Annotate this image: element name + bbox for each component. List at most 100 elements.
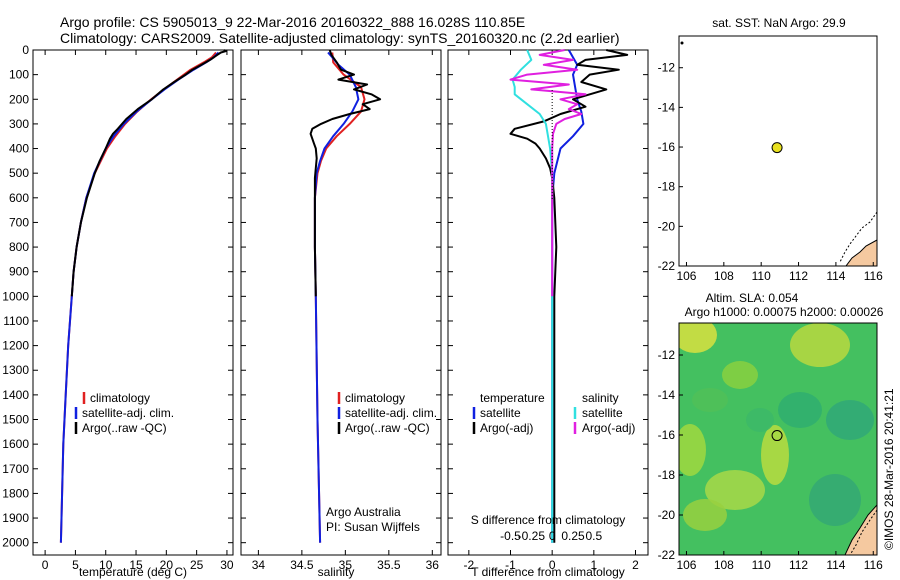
x-tick-label: 34.5 [290,558,314,572]
map-y-tick-label: -12 [658,61,676,75]
sla-map-title: Altim. SLA: 0.054 [706,291,799,305]
map-x-tick-label: 112 [789,269,808,283]
depth-tick-label: 1500 [2,413,29,427]
sst-map [680,41,877,266]
sla-anomaly-patch [778,392,822,428]
diff-legend-s-satellite: satellite [582,406,623,420]
depth-tick-label: 1900 [2,511,29,525]
map-y-tick-label: -20 [658,219,676,233]
map-y-tick-label: -16 [658,428,676,442]
island-dot [680,41,684,45]
map-x-tick-label: 108 [714,558,734,572]
s-tick-label: 0.25 [561,529,585,543]
sla-anomaly-patch [692,388,728,412]
s-tick-label: -0.25 [518,529,546,543]
diff-legend-temperature-header: temperature [480,391,545,405]
map-x-tick-label: 112 [789,558,808,572]
depth-tick-label: 1300 [2,363,29,377]
depth-tick-label: 1200 [2,339,29,353]
sal_argo-profile-line [509,49,587,297]
map-y-tick-label: -18 [658,468,676,482]
x-tick-label: 5 [72,558,79,572]
sla-anomaly-patch [722,361,758,389]
depth-tick-label: 2000 [2,536,29,550]
salinity-plot-frame [240,49,442,556]
map-y-tick-label: -12 [658,348,676,362]
t-difference-axis-label: T difference from climatology [471,565,625,579]
x-tick-label: 15 [129,558,143,572]
sst-map-axes: 106 108 110 112 114 116 -12 -14 -16 -18 -20 -22 [658,61,883,283]
depth-tick-label: 1800 [2,486,29,500]
s-tick-label: -0.5 [500,529,521,543]
x-tick-label: 0 [549,558,556,572]
depth-tick-label: 1600 [2,437,29,451]
s-tick-label: 0.5 [585,529,602,543]
depth-tick-label: 100 [9,68,29,82]
x-tick-label: 34 [252,558,266,572]
map-y-tick-label: -22 [658,548,676,562]
bathymetry-contour [839,211,877,263]
depth-tick-label: 1100 [3,314,29,328]
temperature-legend-satellite: satellite-adj. clim. [82,406,174,420]
map-x-tick-label: 114 [826,558,845,572]
x-tick-label: 35.5 [377,558,401,572]
depth-tick-label: 1000 [2,289,29,303]
x-tick-label: -2 [463,558,474,572]
climatology-profile-line [59,51,217,543]
x-tick-label: 2 [632,558,639,572]
header-line-2: Climatology: CARS2009. Satellite-adjuste… [60,30,620,46]
depth-tick-label: 400 [9,142,29,156]
salinity-annotation-line-2: PI: Susan Wijffels [326,520,420,534]
diff-legend-s-argo: Argo(-adj) [582,421,635,435]
sla-anomaly-patch [790,323,850,367]
imos-timestamp: ©IMOS 28-Mar-2016 20:41:21 [882,388,896,550]
satellite-profile-line [59,51,220,543]
map-y-tick-label: -20 [658,508,676,522]
argo-profile-line [509,49,629,543]
depth-tick-label: 1400 [2,388,29,402]
temperature-chart: 0 5 10 15 20 25 300100200300400500600700800900… [2,43,234,572]
salinity-annotation-line-1: Argo Australia [326,505,401,519]
difference-plot-frame [447,49,649,556]
satellite-profile-line [313,51,360,543]
x-tick-label: 25 [190,558,204,572]
sla-anomaly-patch [826,400,874,440]
sla-anomaly-patch [683,499,727,531]
depth-tick-label: 200 [9,92,29,106]
map-y-tick-label: -18 [658,180,676,194]
sla-anomaly-patch [705,470,765,510]
diff-legend-salinity-header: salinity [582,391,619,405]
depth-tick-label: 1700 [2,462,29,476]
map-x-tick-label: 106 [676,558,696,572]
sla-map-subtitle: Argo h1000: 0.00075 h2000: 0.00026 [685,305,884,319]
map-x-tick-label: 106 [676,269,696,283]
x-tick-label: 30 [220,558,234,572]
sla-anomaly-patch [761,425,789,485]
argo-float-marker [771,430,783,442]
salinity-chart: 34 34.5 35 35.5 36 [241,49,441,572]
depth-tick-label: 500 [9,166,29,180]
depth-tick-label: 0 [22,43,29,57]
depth-tick-label: 900 [9,265,29,279]
sla-map [679,323,877,555]
x-tick-label: 36 [426,558,440,572]
salinity-legend-climatology: climatology [345,391,405,405]
salinity-legend-satellite: satellite-adj. clim. [345,406,437,420]
map-y-tick-label: -14 [658,388,676,402]
sla-anomaly-patch [809,474,861,526]
diff-legend-t-argo: Argo(-adj) [480,421,533,435]
temperature-axis-label: temperature (deg C) [79,565,187,579]
depth-tick-label: 300 [9,117,29,131]
coastline-land [844,504,877,555]
difference-chart: -2 -1 0 1 2-0.5-0.25 0 0.25 0.5 [448,49,648,572]
climatology-profile-line [313,52,366,543]
x-tick-label: 1 [590,558,597,572]
map-x-tick-label: 110 [752,558,771,572]
header-line-1: Argo profile: CS 5905013_9 22-Mar-2016 2… [60,14,525,30]
sla-anomaly-patch [679,323,717,353]
coastline-land [845,239,877,266]
salinity-axis-label: salinity [318,565,355,579]
x-tick-label: 35 [339,558,353,572]
temperature-legend-argo: Argo(..raw -QC) [82,421,167,435]
